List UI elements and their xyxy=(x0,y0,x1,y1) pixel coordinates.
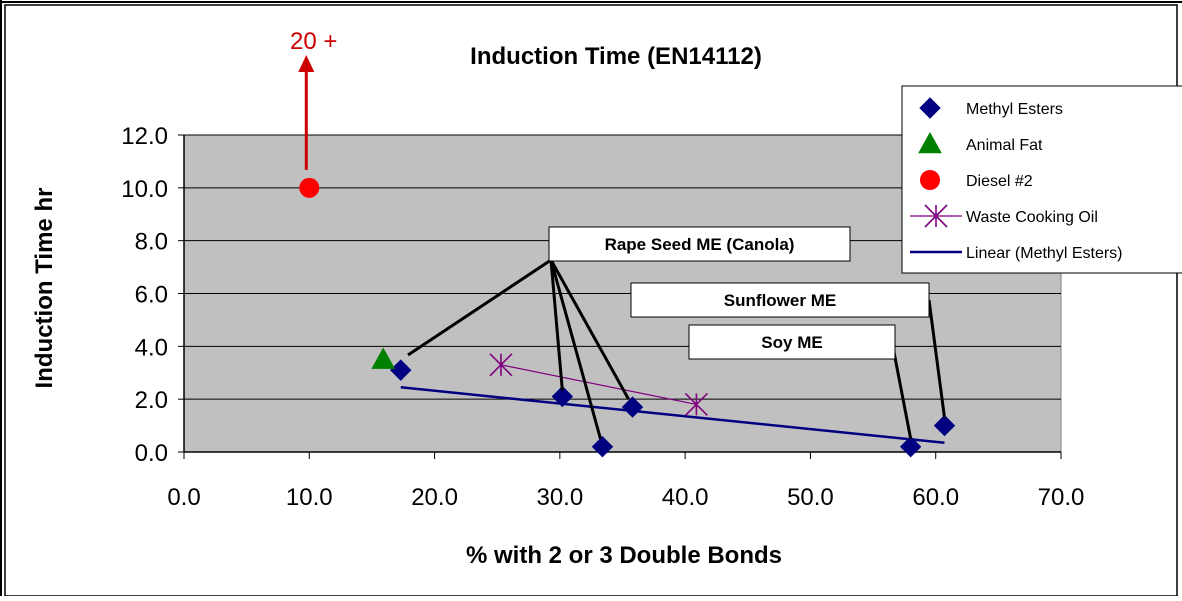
y-tick-label: 10.0 xyxy=(121,176,168,203)
methyl-esters-point xyxy=(390,359,412,381)
legend-swatch-waste-cooking-oil xyxy=(924,204,948,228)
x-axis-title: % with 2 or 3 Double Bonds xyxy=(466,542,782,569)
y-tick-label: 6.0 xyxy=(135,282,168,309)
y-tick-label: 12.0 xyxy=(121,123,168,150)
animal-fat-point xyxy=(371,347,396,369)
methyl-esters-point xyxy=(621,396,644,418)
callout-soy-label: Soy ME xyxy=(761,333,822,352)
callout-sunflower-label: Sunflower ME xyxy=(724,291,836,310)
y-tick-label: 4.0 xyxy=(135,334,168,361)
legend-swatch-diesel-2 xyxy=(920,170,940,190)
callout-rape-seed-leader xyxy=(549,259,564,391)
legend-label-methyl-esters: Methyl Esters xyxy=(966,101,1063,118)
waste-cooking-oil-point xyxy=(684,392,708,417)
x-tick-labels: 0.0 10.0 20.0 30.0 40.0 50.0 60.0 70.0 xyxy=(167,484,1084,511)
callout-soy-box xyxy=(688,324,896,360)
legend-box xyxy=(901,85,1182,274)
y-tick-labels: 0.0 2.0 4.0 6.0 8.0 10.0 12.0 xyxy=(121,123,168,467)
linear-methyl-esters-line xyxy=(400,386,945,444)
methyl-esters-point xyxy=(899,436,922,458)
legend: Methyl Esters Animal Fat Diesel #2 Waste Co… xyxy=(901,85,1182,274)
y-tick-label: 0.0 xyxy=(135,440,168,467)
x-tick-label: 50.0 xyxy=(787,484,834,511)
callout-sunflower-leader xyxy=(927,299,946,418)
diesel-2-point xyxy=(299,177,320,198)
x-tick-label: 10.0 xyxy=(286,484,333,511)
diesel-offscale-label: 20 + xyxy=(290,28,337,55)
callout-rape-seed-leader xyxy=(549,259,630,400)
methyl-esters-point xyxy=(933,414,956,437)
callout-rape-seed-leader xyxy=(407,258,552,357)
callouts: 20 + Rape Seed ME (Canola) Sunflower ME Soy… xyxy=(290,28,946,440)
series-layer xyxy=(299,177,956,458)
legend-label-diesel-2: Diesel #2 xyxy=(966,173,1033,190)
diesel-arrow-head xyxy=(298,55,315,72)
legend-swatch-animal-fat xyxy=(918,131,942,154)
callout-rape-seed-box xyxy=(548,226,851,262)
callout-rape-seed-label: Rape Seed ME (Canola) xyxy=(605,235,795,254)
chart-title: Induction Time (EN14112) xyxy=(470,43,762,70)
methyl-esters-point xyxy=(551,385,574,408)
x-tick-label: 40.0 xyxy=(662,484,709,511)
callout-rape-seed-leader xyxy=(549,259,602,440)
y-axis-title: Induction Time hr xyxy=(31,188,58,389)
methyl-esters-point xyxy=(591,436,614,458)
x-tick-label: 0.0 xyxy=(167,484,200,511)
waste-cooking-oil-point xyxy=(489,353,513,377)
legend-swatch-methyl-esters xyxy=(919,97,941,119)
callout-sunflower-box xyxy=(630,282,930,318)
callout-soy-leader xyxy=(891,346,913,440)
x-tick-label: 20.0 xyxy=(411,484,458,511)
legend-label-waste-cooking-oil: Waste Cooking Oil xyxy=(966,209,1098,226)
legend-label-animal-fat: Animal Fat xyxy=(966,137,1043,154)
x-tick-label: 70.0 xyxy=(1038,484,1085,511)
y-tick-label: 8.0 xyxy=(135,229,168,256)
y-tick-label: 2.0 xyxy=(135,387,168,414)
legend-label-linear-methyl-esters: Linear (Methyl Esters) xyxy=(966,245,1123,262)
x-tick-label: 60.0 xyxy=(912,484,959,511)
waste-cooking-oil-line xyxy=(500,364,697,406)
x-tick-label: 30.0 xyxy=(536,484,583,511)
